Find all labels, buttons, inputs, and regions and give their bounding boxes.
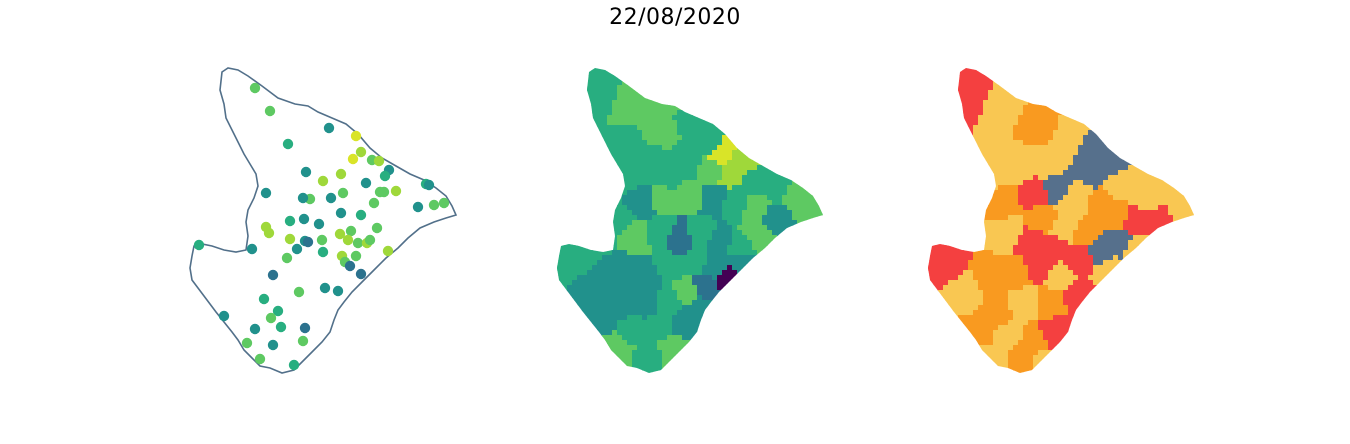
- station-point: [342, 234, 354, 246]
- station-point: [345, 225, 357, 237]
- station-point: [438, 197, 450, 209]
- station-point: [344, 260, 356, 272]
- station-point: [254, 353, 266, 365]
- station-point: [334, 228, 346, 240]
- station-point: [264, 105, 276, 117]
- station-point: [302, 236, 314, 248]
- station-point: [284, 233, 296, 245]
- station-point: [275, 321, 287, 333]
- station-point: [350, 130, 362, 142]
- station-point: [317, 175, 329, 187]
- station-point: [373, 155, 385, 167]
- station-point: [193, 239, 205, 251]
- station-point: [249, 323, 261, 335]
- station-point: [379, 170, 391, 182]
- station-point: [355, 268, 367, 280]
- station-point: [267, 269, 279, 281]
- station-point: [350, 250, 362, 262]
- station-point: [335, 168, 347, 180]
- station-point: [263, 227, 275, 239]
- station-point: [423, 179, 435, 191]
- station-point: [355, 146, 367, 158]
- station-point: [374, 186, 386, 198]
- station-point: [282, 138, 294, 150]
- station-point: [281, 252, 293, 264]
- station-point: [288, 359, 300, 371]
- station-point: [323, 122, 335, 134]
- station-point: [218, 310, 230, 322]
- station-point: [298, 213, 310, 225]
- station-point: [272, 305, 284, 317]
- station-point: [241, 337, 253, 349]
- station-point: [316, 234, 328, 246]
- station-point: [260, 187, 272, 199]
- station-point: [313, 218, 325, 230]
- station-point: [371, 222, 383, 234]
- station-point: [300, 166, 312, 178]
- station-point: [293, 286, 305, 298]
- station-point: [291, 243, 303, 255]
- station-point: [299, 322, 311, 334]
- station-point: [412, 201, 424, 213]
- station-point: [249, 82, 261, 94]
- station-point: [355, 209, 367, 221]
- station-point: [364, 234, 376, 246]
- risk-regions: [928, 68, 1194, 373]
- station-point: [317, 246, 329, 258]
- station-point: [284, 215, 296, 227]
- station-point: [332, 285, 344, 297]
- station-point: [297, 192, 309, 204]
- station-point: [246, 243, 258, 255]
- station-point: [347, 153, 359, 165]
- station-point: [368, 197, 380, 209]
- station-point: [258, 293, 270, 305]
- station-point: [352, 237, 364, 249]
- station-point: [428, 199, 440, 211]
- station-point: [382, 245, 394, 257]
- station-point: [267, 339, 279, 351]
- figure-title: 22/08/2020: [609, 5, 741, 30]
- station-point: [325, 192, 337, 204]
- station-point: [360, 177, 372, 189]
- station-points: [193, 82, 450, 371]
- station-point: [390, 185, 402, 197]
- station-point: [265, 312, 277, 324]
- station-point: [297, 335, 309, 347]
- station-point: [337, 187, 349, 199]
- station-point: [335, 207, 347, 219]
- station-point: [319, 282, 331, 294]
